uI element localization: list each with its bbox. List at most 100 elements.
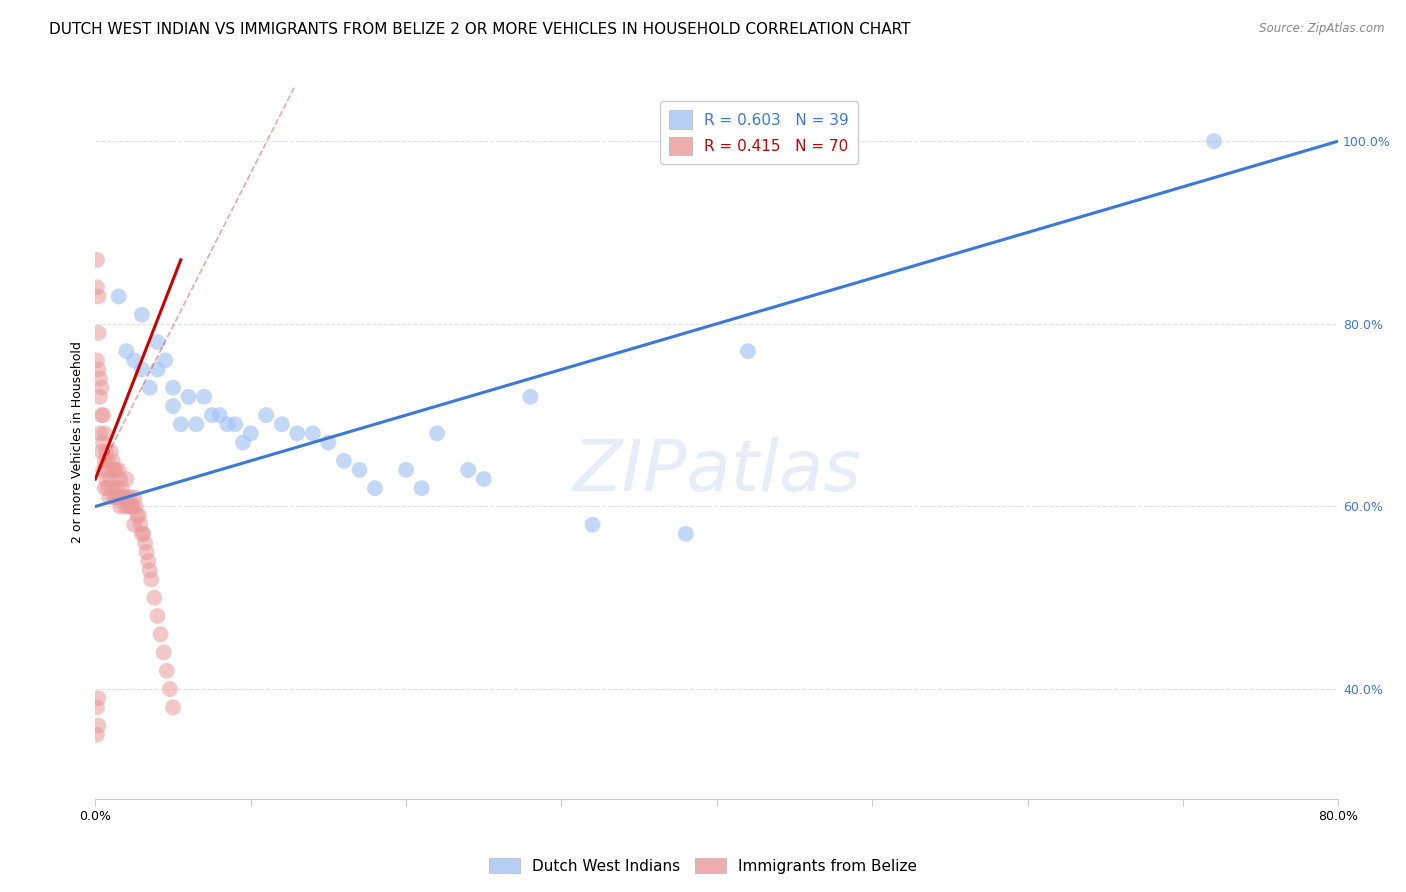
Point [122, 353, 145, 368]
Point [103, 491, 125, 505]
Point [111, 481, 134, 495]
Point [224, 417, 246, 432]
Point [1202, 134, 1225, 148]
Point [254, 408, 277, 422]
Point [146, 362, 169, 376]
Point [93, 426, 115, 441]
Point [186, 417, 208, 432]
Point [134, 536, 156, 550]
Point [96, 472, 118, 486]
Point [232, 435, 254, 450]
Point [239, 426, 262, 441]
Legend: Dutch West Indians, Immigrants from Belize: Dutch West Indians, Immigrants from Beli… [482, 852, 924, 880]
Point [115, 472, 138, 486]
Point [162, 381, 184, 395]
Point [737, 344, 759, 359]
Point [87, 326, 110, 340]
Point [285, 426, 308, 441]
Point [107, 463, 129, 477]
Point [122, 517, 145, 532]
Point [115, 344, 138, 359]
Point [125, 500, 148, 514]
Point [89, 371, 111, 385]
Point [170, 417, 193, 432]
Point [115, 491, 138, 505]
Point [135, 545, 157, 559]
Point [132, 526, 155, 541]
Point [87, 362, 110, 376]
Point [146, 609, 169, 624]
Point [426, 426, 449, 441]
Point [112, 491, 135, 505]
Point [395, 463, 418, 477]
Point [131, 526, 153, 541]
Point [127, 508, 149, 523]
Point [98, 463, 121, 477]
Legend: R = 0.603   N = 39, R = 0.415   N = 70: R = 0.603 N = 39, R = 0.415 N = 70 [659, 101, 858, 164]
Point [104, 491, 127, 505]
Point [349, 463, 371, 477]
Point [121, 500, 143, 514]
Point [97, 454, 120, 468]
Point [193, 390, 215, 404]
Point [302, 426, 325, 441]
Point [97, 481, 120, 495]
Point [128, 508, 150, 523]
Y-axis label: 2 or more Vehicles in Household: 2 or more Vehicles in Household [72, 342, 84, 543]
Point [107, 491, 129, 505]
Point [149, 627, 172, 641]
Point [201, 408, 224, 422]
Point [146, 334, 169, 349]
Text: ZIPatlas: ZIPatlas [572, 436, 862, 506]
Point [103, 463, 125, 477]
Point [136, 554, 159, 568]
Point [96, 444, 118, 458]
Point [101, 481, 124, 495]
Point [86, 700, 108, 714]
Point [86, 280, 108, 294]
Point [177, 390, 200, 404]
Point [86, 728, 108, 742]
Point [87, 718, 110, 732]
Point [675, 526, 697, 541]
Point [411, 481, 433, 495]
Point [107, 289, 129, 303]
Point [87, 691, 110, 706]
Point [364, 481, 387, 495]
Point [162, 700, 184, 714]
Point [86, 252, 108, 267]
Point [100, 472, 122, 486]
Point [89, 426, 111, 441]
Point [105, 481, 128, 495]
Point [93, 481, 115, 495]
Point [333, 454, 356, 468]
Point [138, 381, 160, 395]
Point [86, 353, 108, 368]
Point [118, 491, 141, 505]
Point [91, 435, 114, 450]
Point [122, 491, 145, 505]
Text: DUTCH WEST INDIAN VS IMMIGRANTS FROM BELIZE 2 OR MORE VEHICLES IN HOUSEHOLD CORR: DUTCH WEST INDIAN VS IMMIGRANTS FROM BEL… [49, 22, 911, 37]
Point [87, 289, 110, 303]
Point [143, 591, 166, 605]
Point [270, 417, 292, 432]
Point [90, 381, 112, 395]
Point [217, 417, 239, 432]
Point [89, 390, 111, 404]
Point [162, 399, 184, 413]
Point [101, 454, 124, 468]
Point [155, 353, 177, 368]
Point [90, 444, 112, 458]
Point [138, 563, 160, 577]
Text: Source: ZipAtlas.com: Source: ZipAtlas.com [1260, 22, 1385, 36]
Point [93, 454, 115, 468]
Point [131, 362, 153, 376]
Point [104, 463, 127, 477]
Point [108, 472, 131, 486]
Point [457, 463, 479, 477]
Point [91, 408, 114, 422]
Point [108, 500, 131, 514]
Point [90, 408, 112, 422]
Point [131, 308, 153, 322]
Point [318, 435, 340, 450]
